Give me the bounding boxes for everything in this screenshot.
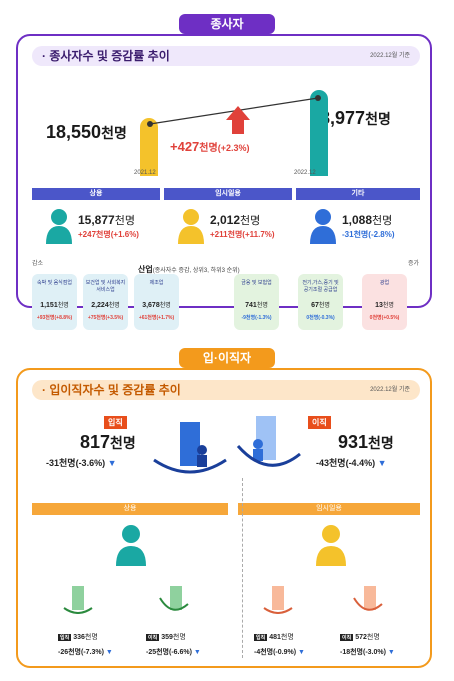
section-tab-turnover: 입·이직자 xyxy=(179,348,275,368)
person-icon-other xyxy=(310,209,336,244)
bar-2022 xyxy=(310,90,328,176)
section-tab-employees: 종사자 xyxy=(179,14,275,34)
employees-bars-graphic xyxy=(140,90,328,176)
separations-value: 931천명 xyxy=(338,432,394,452)
category-bar-other: 기타 xyxy=(296,188,420,200)
separations-change: -43천명(-4.4%) ▼ xyxy=(316,458,387,468)
industry-title: 산업(종사자수 증감, 상위3, 하위3 순위) xyxy=(138,265,240,274)
turnover-panel: · 입이직자수 및 증감률 추이 2022.12월 기준 입직 817천명 -3… xyxy=(16,368,432,668)
high-label: 증가 xyxy=(408,261,420,267)
person-icon-temporary xyxy=(178,209,204,244)
employees-2021-value: 18,550천명 xyxy=(46,122,127,142)
group-divider xyxy=(242,478,243,658)
employees-delta: +427천명(+2.3%) xyxy=(170,139,250,154)
temporary-hires: 입직 481천명 -4천명(-0.9%) ▼ xyxy=(254,633,305,656)
employees-asof: 2022.12월 기준 xyxy=(370,53,410,59)
regular-separations: 이직 359천명 -25천명(-6.6%) ▼ xyxy=(146,633,201,656)
industry-card-1: 숙박 및 음식점업 1,151천명 +93천명(+8.8%) xyxy=(32,274,77,330)
turnover-heading: · 입이직자수 및 증감률 추이 2022.12월 기준 xyxy=(32,380,420,400)
hire-building-icon-regular xyxy=(63,586,93,614)
industry-card-4: 금융 및 보험업 741천명 -9천명(-1.3%) xyxy=(234,274,279,330)
hire-building-icon-temporary xyxy=(263,586,293,614)
subgroup-bar-temporary: 임시일용 xyxy=(238,503,420,515)
low-label: 감소 xyxy=(32,261,44,267)
up-arrow-icon xyxy=(226,106,250,134)
category-bar-regular: 상용 xyxy=(32,188,160,200)
person-icon-regular xyxy=(46,209,72,244)
stat-other: 1,088천명 -31천명(-2.8%) xyxy=(342,213,395,239)
hires-tag: 입직 xyxy=(104,416,127,429)
industry-card-3: 제조업 3,678천명 +61천명(+1.7%) xyxy=(134,274,179,330)
subgroup-bar-regular: 상용 xyxy=(32,503,228,515)
building-left-icon xyxy=(180,422,200,466)
turnover-building-graphic xyxy=(153,416,301,474)
person-icon-regular-turnover xyxy=(116,525,146,566)
category-bar-temporary: 임시일용 xyxy=(164,188,292,200)
employees-heading: · 종사자수 및 증감률 추이 2022.12월 기준 xyxy=(32,46,420,66)
person-icon-temporary-turnover xyxy=(316,525,346,566)
temporary-separations: 이직 572천명 -18천명(-3.0%) ▼ xyxy=(340,633,395,656)
hires-value: 817천명 xyxy=(80,432,136,452)
separation-building-icon-regular xyxy=(159,586,189,611)
bar-2021 xyxy=(140,118,158,176)
industry-card-2: 보건업 및 사회복지 서비스업 2,224천명 +75천명(+3.5%) xyxy=(83,274,128,330)
turnover-heading-text: · 입이직자수 및 증감률 추이 xyxy=(42,383,181,397)
hires-change: -31천명(-3.6%) ▼ xyxy=(46,458,117,468)
separations-tag: 이직 xyxy=(308,416,331,429)
date-2022: 2022.12 xyxy=(294,170,316,176)
date-2021: 2021.12 xyxy=(134,170,156,176)
turnover-asof: 2022.12월 기준 xyxy=(370,387,410,393)
employees-heading-text: · 종사자수 및 증감률 추이 xyxy=(42,49,170,63)
regular-hires: 입직 336천명 -26천명(-7.3%) ▼ xyxy=(58,633,113,656)
industry-card-6: 광업 13천명 0천명(+0.5%) xyxy=(362,274,407,330)
employees-panel: · 종사자수 및 증감률 추이 2022.12월 기준 18,550천명 18,… xyxy=(16,34,432,330)
separation-building-icon-temporary xyxy=(353,586,383,611)
stat-temporary: 2,012천명 +211천명(+11.7%) xyxy=(210,213,275,239)
stat-regular: 15,877천명 +247천명(+1.6%) xyxy=(78,213,139,239)
industry-card-5: 전기,가스,증기 및 공기조절 공급업 67천명 0천명(-0.3%) xyxy=(298,274,343,330)
